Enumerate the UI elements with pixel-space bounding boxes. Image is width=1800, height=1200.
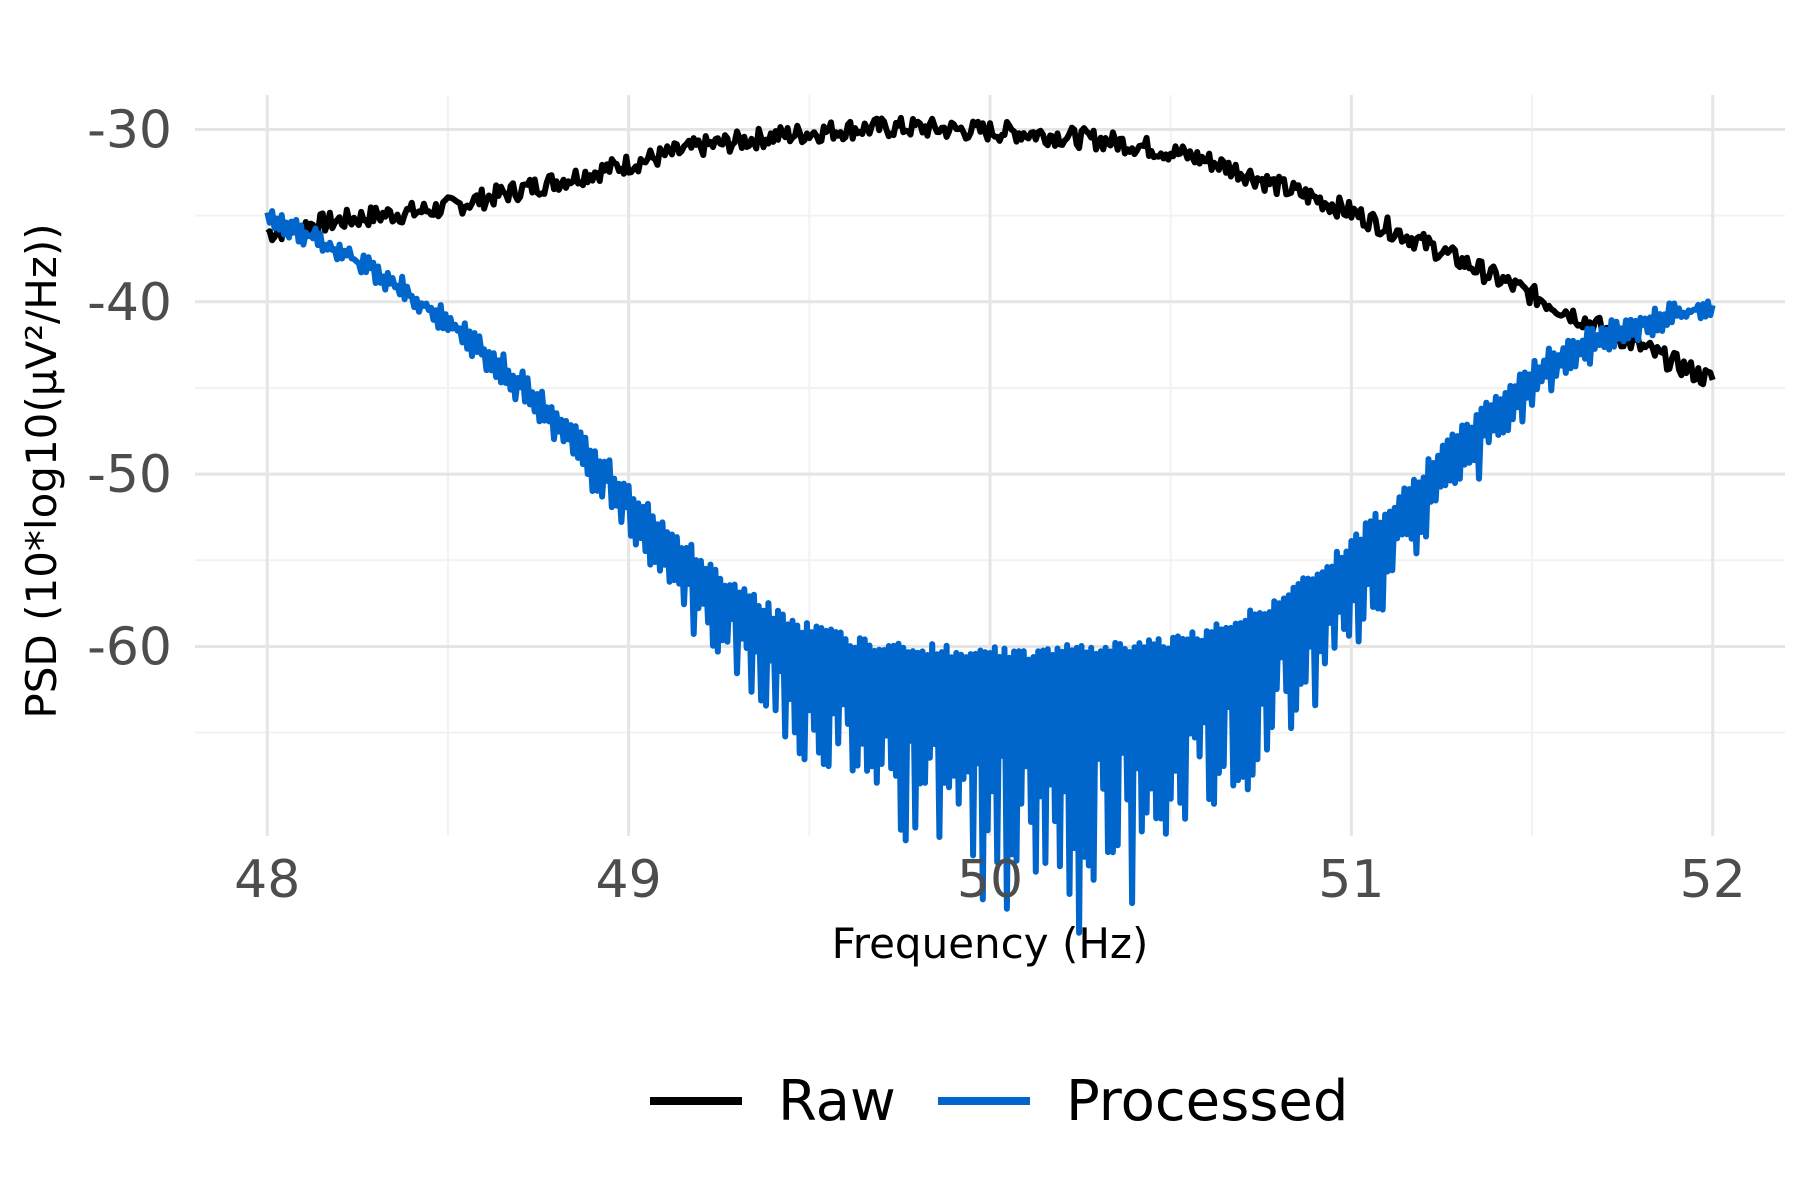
series-line-processed <box>264 208 1716 936</box>
x-tick-label: 50 <box>957 850 1023 910</box>
series-lines <box>264 114 1716 936</box>
x-tick-label: 48 <box>234 850 300 910</box>
y-tick-label: -50 <box>87 445 172 505</box>
series-line-raw <box>265 114 1716 388</box>
x-tick-labels: 48 49 50 51 52 <box>234 850 1746 910</box>
legend: Raw Processed <box>650 1069 1348 1134</box>
y-tick-labels: -30 -40 -50 -60 <box>87 100 172 677</box>
legend-label-raw: Raw <box>778 1069 896 1134</box>
y-tick-label: -40 <box>87 273 172 333</box>
y-tick-label: -60 <box>87 617 172 677</box>
y-tick-label: -30 <box>87 100 172 160</box>
x-tick-label: 52 <box>1680 850 1746 910</box>
x-tick-label: 51 <box>1318 850 1384 910</box>
x-axis-title: Frequency (Hz) <box>832 919 1149 968</box>
x-tick-label: 49 <box>596 850 662 910</box>
y-axis-title: PSD (10*log10(μV²/Hz)) <box>17 223 66 718</box>
legend-label-processed: Processed <box>1066 1069 1348 1134</box>
